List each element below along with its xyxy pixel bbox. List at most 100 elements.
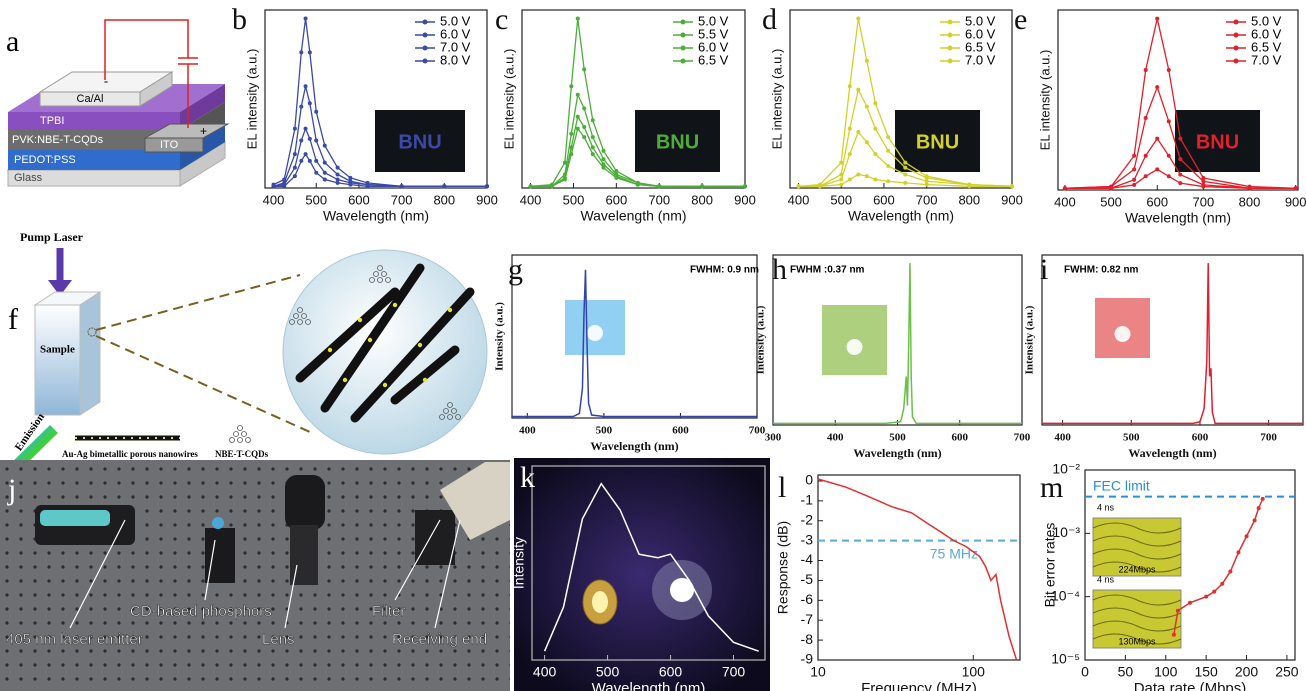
inset-photo (635, 110, 720, 172)
annotation: FWHM: 0.9 nm (690, 265, 759, 276)
series-line (817, 478, 1018, 661)
data-point (601, 148, 606, 153)
data-point (314, 158, 319, 163)
y-axis-label: EL intensity (a.u.) (244, 49, 259, 150)
eye-diagram (1092, 522, 1182, 534)
series-line (1064, 85, 1296, 189)
panel-label: d (762, 3, 777, 36)
data-point (271, 182, 276, 187)
data-point (307, 50, 312, 55)
data-point (847, 152, 852, 157)
panel-label: m (1040, 471, 1063, 504)
x-tick-label: 600 (605, 192, 627, 207)
data-point (1252, 518, 1257, 523)
data-point (1171, 632, 1176, 637)
x-tick-label: 700 (648, 192, 670, 207)
data-point (1247, 184, 1252, 189)
x-tick-label: 500 (305, 192, 327, 207)
inset-photo (375, 110, 465, 172)
data-point (299, 50, 304, 55)
panel-label: k (520, 461, 535, 494)
x-tick-label: 300 (765, 432, 782, 444)
inset-text: BNU (656, 131, 699, 153)
data-point (292, 152, 297, 157)
panel-label: b (232, 3, 247, 36)
x-tick-label: 0 (1081, 664, 1089, 680)
data-point (1143, 116, 1148, 120)
legend-text: 5.5 V (698, 26, 729, 41)
x-axis-label: Wavelength (nm) (1128, 446, 1216, 460)
data-point (1109, 184, 1114, 189)
data-point (856, 16, 861, 21)
data-point (873, 152, 878, 157)
callout: Receiving end (392, 631, 487, 648)
x-axis-label: Wavelength (nm) (848, 208, 954, 224)
legend-swatch (947, 45, 953, 51)
panel-label: j (7, 473, 16, 506)
x-tick-label: 500 (596, 664, 620, 680)
plot-frame (1057, 9, 1299, 191)
data-point (614, 169, 619, 174)
data-point (1132, 153, 1137, 158)
inset-text: BNU (916, 131, 959, 153)
data-point (839, 172, 844, 177)
x-tick-label: 700 (391, 192, 413, 207)
data-point (562, 175, 567, 180)
x-tick-label: 400 (263, 192, 285, 207)
inset-photo (846, 339, 863, 355)
y-axis-label: Intensity (a.u.) (1024, 305, 1036, 374)
data-point (1143, 153, 1148, 158)
data-point (1166, 119, 1171, 124)
x-tick-label: 600 (1146, 194, 1168, 209)
data-point (700, 184, 705, 189)
legend-swatch (1233, 32, 1239, 38)
layer-label: PEDOT:PSS (14, 154, 76, 166)
plot-frame (1041, 254, 1304, 426)
x-tick-label: 600 (952, 432, 969, 444)
data-point (924, 174, 929, 179)
x-tick-label: 500 (596, 425, 613, 437)
plot-frame (1084, 469, 1296, 661)
eye-diagram (1092, 561, 1182, 573)
eye-diagram (1092, 589, 1182, 649)
series-line (543, 482, 759, 652)
data-point (1201, 179, 1206, 184)
data-point (1201, 176, 1206, 180)
x-tick-label: 150 (1194, 664, 1218, 680)
panel-label: e (1014, 3, 1027, 36)
x-tick-label: 700 (1260, 432, 1277, 444)
data-point (1212, 589, 1217, 594)
legend-text: 6.5 V (1251, 39, 1282, 54)
legend-swatch (947, 19, 953, 25)
data-point (864, 104, 869, 109)
series-line (512, 269, 757, 418)
data-point (847, 84, 852, 89)
data-point (303, 84, 308, 89)
inset-text: BNU (398, 131, 441, 153)
y-tick-label: -3 (801, 531, 814, 547)
reference-label: 75 MHz (930, 545, 978, 561)
data-point (635, 180, 640, 185)
legend-swatch (422, 45, 428, 51)
inset-photo (1114, 326, 1131, 342)
data-point (657, 184, 662, 189)
callout: Filter (372, 603, 405, 620)
data-point (575, 126, 580, 131)
legend-text: 5.0 V (440, 13, 471, 28)
series-line (273, 18, 487, 187)
inset-photo (1175, 110, 1260, 172)
x-tick-label: 800 (433, 192, 455, 207)
x-axis-label: Wavelength (nm) (853, 446, 941, 460)
layer-label: Ca/Al (77, 93, 104, 105)
y-tick-label: -7 (801, 611, 814, 627)
x-tick-label: 400 (533, 664, 557, 680)
y-axis-label: Intensity (a.u.) (755, 305, 767, 374)
x-tick-label: 900 (734, 192, 756, 207)
data-point (307, 158, 312, 163)
x-axis-label: Wavelength (nm) (590, 439, 678, 453)
inset-text: 130Mbps (1118, 636, 1156, 646)
x-axis-label: Wavelength (nm) (580, 208, 686, 224)
legend-text: 6.5 V (965, 39, 996, 54)
x-tick-label: 600 (659, 664, 683, 680)
